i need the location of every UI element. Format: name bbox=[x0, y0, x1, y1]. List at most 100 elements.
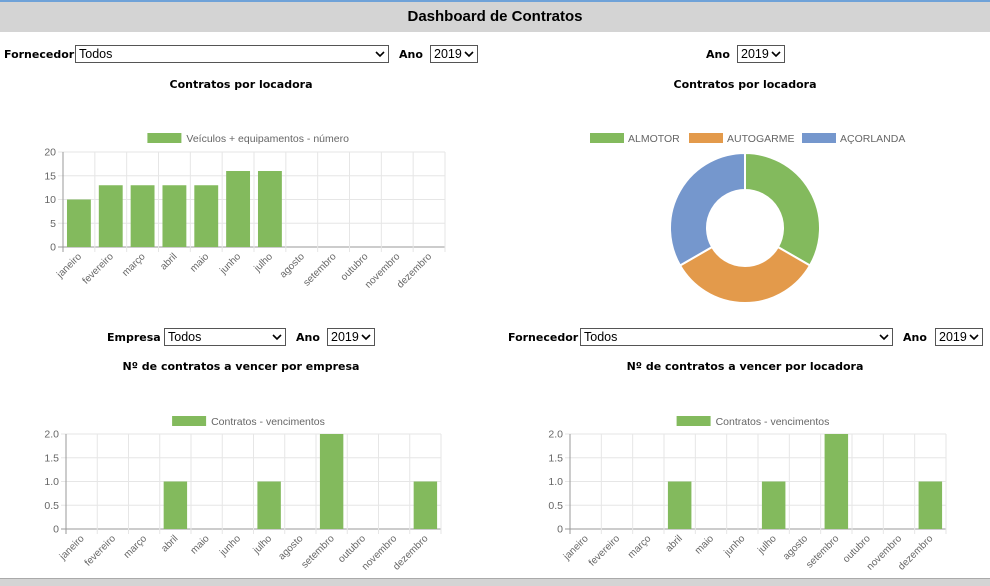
bar-abril bbox=[162, 185, 187, 247]
x-tick-label: abril bbox=[159, 533, 180, 554]
bar-dezembro bbox=[918, 481, 943, 529]
y-tick-label: 1.0 bbox=[548, 476, 563, 488]
pie-slice-almotor bbox=[744, 151, 821, 267]
ano-label: Ano bbox=[706, 48, 730, 61]
x-tick-label: março bbox=[122, 533, 150, 561]
x-tick-label: março bbox=[120, 251, 148, 279]
ano-select[interactable]: 2019 bbox=[737, 45, 785, 63]
y-tick-label: 0.5 bbox=[548, 500, 563, 512]
x-tick-label: agosto bbox=[781, 533, 810, 562]
x-tick-label: setembro bbox=[299, 533, 337, 571]
fornecedor-label: Fornecedor bbox=[508, 331, 579, 344]
ano-label: Ano bbox=[903, 331, 927, 344]
bar-abril bbox=[667, 481, 692, 529]
bar-maio bbox=[194, 185, 219, 247]
ano-select-value: 2019 bbox=[331, 330, 359, 344]
y-tick-label: 5 bbox=[50, 218, 56, 230]
bar-julho bbox=[257, 171, 282, 247]
x-tick-label: junho bbox=[722, 533, 748, 559]
chevron-down-icon bbox=[464, 51, 474, 58]
x-tick-label: junho bbox=[217, 533, 243, 559]
fornecedor-label: Fornecedor bbox=[4, 48, 75, 61]
bar-janeiro bbox=[66, 199, 91, 247]
bar-junho bbox=[226, 171, 251, 247]
chart-title-locadora: Contratos por locadora bbox=[169, 78, 313, 91]
x-tick-label: abril bbox=[664, 533, 685, 554]
chart-vencer-empresa: Contratos - vencimentos 0 0.5 1.0 1.5 2.0 jane… bbox=[44, 416, 442, 573]
y-tick-label: 10 bbox=[44, 194, 56, 206]
ano-select-value: 2019 bbox=[741, 47, 769, 61]
y-tick-label: 20 bbox=[44, 147, 56, 159]
empresa-label: Empresa bbox=[107, 331, 161, 344]
y-tick-label: 2.0 bbox=[548, 429, 563, 441]
legend-swatch bbox=[172, 416, 207, 426]
x-tick-label: julho bbox=[251, 533, 275, 557]
chevron-down-icon bbox=[361, 334, 371, 341]
x-tick-label: janeiro bbox=[57, 533, 87, 563]
x-tick-label: outubro bbox=[339, 251, 371, 283]
ano-select[interactable]: 2019 bbox=[430, 45, 478, 63]
x-tick-label: setembro bbox=[804, 533, 842, 571]
chart-title-locadora-pie: Contratos por locadora bbox=[673, 78, 817, 91]
bar-setembro bbox=[319, 434, 344, 529]
chevron-down-icon bbox=[272, 334, 282, 341]
chart-vencer-locadora: Contratos - vencimentos 0 0.5 1.0 1.5 2.0 jane… bbox=[548, 416, 947, 573]
ano-select[interactable]: 2019 bbox=[935, 328, 983, 346]
ano-select-value: 2019 bbox=[434, 47, 462, 61]
x-tick-label: fevereiro bbox=[81, 251, 117, 287]
x-tick-label: fevereiro bbox=[83, 533, 119, 569]
x-tick-label: dezembro bbox=[896, 533, 936, 573]
bar-setembro bbox=[824, 434, 849, 529]
legend-swatch bbox=[590, 133, 624, 143]
legend-label: Veículos + equipamentos - número bbox=[186, 133, 349, 145]
legend-label: Contratos - vencimentos bbox=[211, 416, 325, 428]
chart-locadora-pie: ALMOTOR AUTOGARME AÇORLANDA bbox=[590, 133, 905, 304]
y-tick-label: 1.5 bbox=[44, 452, 59, 464]
chart-title-vencer-locadora: Nº de contratos a vencer por locadora bbox=[626, 360, 864, 373]
pie-slice-açorlanda bbox=[669, 151, 746, 267]
page-title: Dashboard de Contratos bbox=[0, 0, 990, 32]
legend-label: AUTOGARME bbox=[727, 133, 794, 145]
x-tick-label: julho bbox=[755, 533, 779, 557]
bar-março bbox=[130, 185, 155, 247]
x-tick-label: junho bbox=[217, 251, 243, 277]
x-tick-label: fevereiro bbox=[587, 533, 623, 569]
legend-swatch bbox=[676, 416, 711, 426]
ano-label: Ano bbox=[296, 331, 320, 344]
chevron-down-icon bbox=[969, 334, 979, 341]
chevron-down-icon bbox=[771, 51, 781, 58]
x-tick-label: agosto bbox=[278, 251, 307, 280]
x-tick-label: janeiro bbox=[561, 533, 591, 563]
bar-abril bbox=[163, 481, 188, 529]
legend-label: AÇORLANDA bbox=[840, 133, 905, 145]
empresa-select[interactable]: Todos bbox=[164, 328, 286, 346]
empresa-select-value: Todos bbox=[168, 330, 202, 344]
fornecedor-select[interactable]: Todos bbox=[580, 328, 893, 346]
y-tick-label: 0 bbox=[50, 242, 56, 254]
x-tick-label: maio bbox=[693, 533, 716, 556]
fornecedor-select-value: Todos bbox=[584, 330, 618, 344]
x-tick-label: abril bbox=[158, 251, 179, 272]
footer-bar bbox=[0, 578, 990, 586]
x-tick-label: maio bbox=[188, 251, 211, 274]
x-tick-label: julho bbox=[252, 251, 276, 275]
y-tick-label: 1.5 bbox=[548, 452, 563, 464]
x-tick-label: agosto bbox=[276, 533, 305, 562]
y-tick-label: 0 bbox=[53, 524, 59, 536]
chart-contratos-por-locadora: Veículos + equipamentos - número 0 5 10 15 20… bbox=[44, 133, 446, 291]
y-tick-label: 1.0 bbox=[44, 476, 59, 488]
chevron-down-icon bbox=[879, 334, 889, 341]
y-tick-label: 2.0 bbox=[44, 429, 59, 441]
x-tick-label: maio bbox=[189, 533, 212, 556]
ano-select[interactable]: 2019 bbox=[327, 328, 375, 346]
bar-dezembro bbox=[413, 481, 438, 529]
legend-swatch bbox=[147, 133, 182, 143]
x-tick-label: março bbox=[626, 533, 654, 561]
chart-title-vencer-empresa: Nº de contratos a vencer por empresa bbox=[122, 360, 360, 373]
y-tick-label: 0.5 bbox=[44, 500, 59, 512]
legend-swatch bbox=[802, 133, 836, 143]
ano-select-value: 2019 bbox=[939, 330, 967, 344]
x-tick-label: setembro bbox=[301, 251, 339, 289]
fornecedor-select[interactable]: Todos bbox=[75, 45, 389, 63]
bar-fevereiro bbox=[98, 185, 123, 247]
